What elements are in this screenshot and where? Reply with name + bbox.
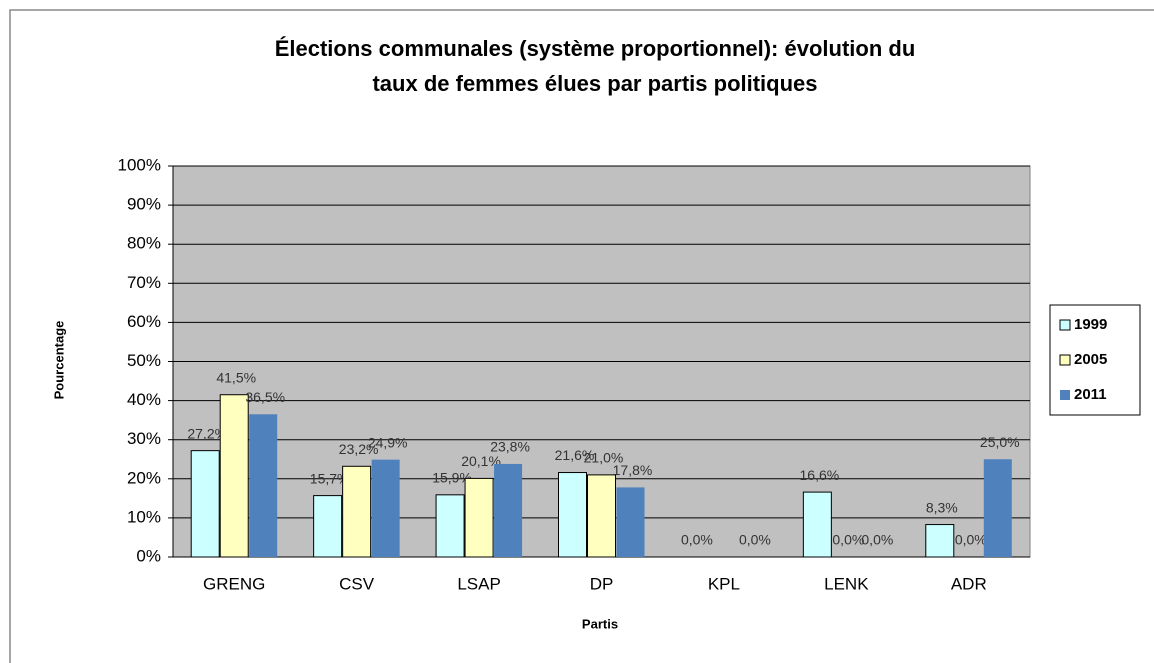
data-label: 36,5% [245,389,285,405]
x-tick-label: DP [590,574,614,593]
data-label: 41,5% [216,369,256,385]
data-label: 15,9% [432,470,472,486]
bar [494,463,523,557]
legend-label: 1999 [1074,316,1107,333]
y-tick-label: 90% [127,195,161,214]
y-tick-label: 50% [127,351,161,370]
y-tick-label: 80% [127,234,161,253]
data-label: 25,0% [980,434,1020,450]
x-tick-label: LSAP [457,574,500,593]
data-label: 17,8% [613,462,653,478]
bar [587,474,616,558]
y-tick-label: 40% [127,390,161,409]
data-label: 16,6% [800,467,840,483]
data-label: 8,3% [926,499,958,515]
y-tick-label: 0% [136,546,161,565]
data-label: 0,0% [832,532,864,548]
y-axis-label: Pourcentage [51,321,66,400]
bar [342,465,372,558]
legend-swatch [1059,319,1071,331]
y-tick-label: 20% [127,468,161,487]
x-tick-label: LENK [824,574,869,593]
chart-title: Élections communales (système proportion… [275,36,916,61]
legend-label: 2005 [1074,351,1107,368]
x-axis-label: Partis [582,616,618,631]
x-tick-label: CSV [339,574,375,593]
y-tick-label: 70% [127,273,161,292]
data-label: 0,0% [681,532,713,548]
legend-swatch [1060,390,1070,400]
data-label: 21,6% [555,447,595,463]
y-tick-label: 60% [127,312,161,331]
bar [371,459,400,557]
bar [190,450,220,558]
bar [249,414,278,557]
bar [219,394,249,558]
legend-label: 2011 [1074,386,1107,403]
data-label: 21,0% [584,450,624,466]
data-label: 20,1% [461,453,501,469]
y-tick-label: 10% [127,507,161,526]
data-label: 0,0% [739,532,771,548]
data-label: 15,7% [310,470,350,486]
data-label: 23,8% [490,439,530,455]
data-label: 0,0% [861,532,893,548]
bar [802,491,832,558]
bar [983,459,1012,557]
bar [464,477,494,558]
bar [925,524,955,558]
chart-frame [9,9,1154,663]
x-tick-label: KPL [708,574,740,593]
data-label: 0,0% [955,532,987,548]
bar [313,495,343,558]
chart-title: taux de femmes élues par partis politiqu… [372,71,817,96]
legend-swatch [1059,354,1071,366]
data-label: 23,2% [339,441,379,457]
bar [435,494,465,558]
y-tick-label: 100% [118,155,161,174]
x-tick-label: ADR [951,574,987,593]
bar [558,472,587,558]
data-label: 27,2% [187,425,227,441]
y-tick-label: 30% [127,429,161,448]
x-tick-label: GRENG [203,574,265,593]
bar [616,487,645,557]
data-label: 24,9% [368,434,408,450]
